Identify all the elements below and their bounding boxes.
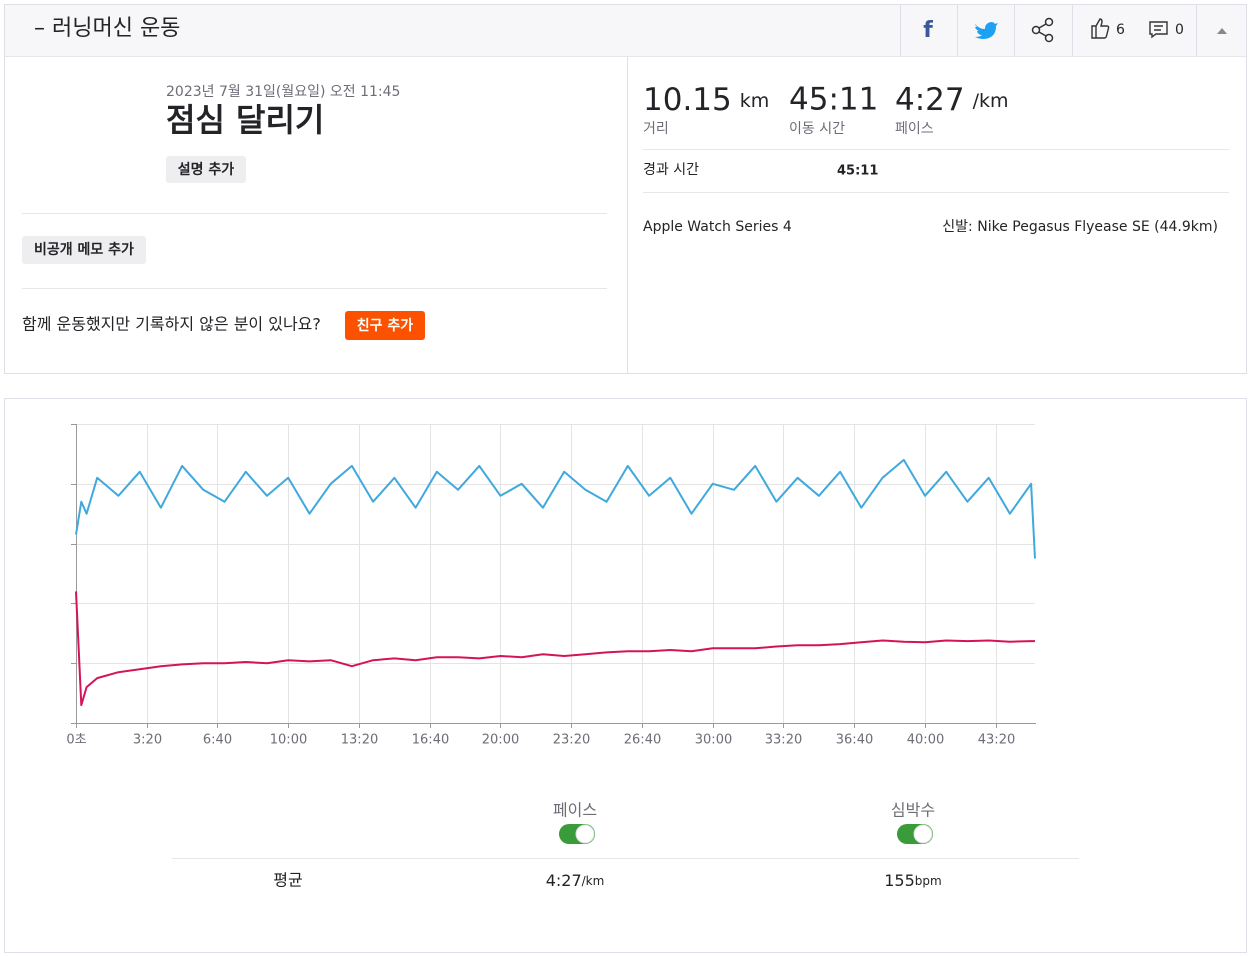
toggle-knob: [913, 824, 933, 844]
activity-card: [4, 4, 1247, 374]
chart-card: [4, 398, 1247, 953]
add-friend-label: 친구 추가: [357, 318, 414, 334]
add-description-label: 설명 추가: [178, 161, 235, 178]
moving-time-value: 45:11: [789, 82, 878, 118]
x-tick-label: 16:40: [412, 733, 449, 748]
collapse-button[interactable]: [1217, 28, 1227, 34]
average-heart-rate-value: 155: [884, 871, 915, 890]
pace-label: 페이스: [895, 121, 934, 137]
device: Apple Watch Series 4: [643, 219, 792, 235]
friends-prompt: 함께 운동했지만 기록하지 않은 분이 있나요?: [22, 315, 321, 334]
x-tick-label: 23:20: [553, 733, 590, 748]
activity-name: 점심 달리기: [166, 101, 324, 139]
moving-time-label: 이동 시간: [789, 121, 845, 137]
private-note-label: 비공개 메모 추가: [34, 242, 134, 258]
kudos-button[interactable]: [1091, 18, 1110, 39]
facebook-share[interactable]: f: [923, 18, 933, 43]
x-tick-label: 10:00: [270, 733, 307, 748]
legend-label: 심박수: [891, 801, 935, 820]
x-tick-label: 30:00: [695, 733, 732, 748]
x-tick-label: 3:20: [133, 733, 162, 748]
average-heart-rate-unit: bpm: [915, 874, 942, 888]
x-tick-label: 20:00: [482, 733, 519, 748]
distance-label: 거리: [643, 121, 669, 137]
toggle-knob: [575, 824, 595, 844]
pace-unit: /km: [973, 90, 1009, 112]
activity-date: 2023년 7월 31일(월요일) 오전 11:45: [166, 84, 400, 100]
x-tick-label: 43:20: [978, 733, 1015, 748]
series-line: [75, 458, 1036, 559]
stat-value: 10.15 km: [643, 82, 769, 118]
x-tick-label: 40:00: [907, 733, 944, 748]
distance-unit: km: [740, 90, 770, 112]
chart: 0초 3:20 6:40 10:00 13:20 16:40 20:00 23:20 26:40…: [66, 424, 1036, 748]
twitter-share[interactable]: [975, 22, 998, 39]
series-line: [75, 591, 1035, 707]
kudos-count: 6: [1116, 22, 1125, 38]
activity-type-title: – 러닝머신 운동: [34, 16, 180, 41]
x-tick-label: 33:20: [765, 733, 802, 748]
private-note-button[interactable]: [22, 236, 146, 264]
shoes: 신발: Nike Pegasus Flyease SE (44.9km): [942, 219, 1218, 235]
average-label: 평균: [273, 871, 302, 890]
elapsed-value: 45:11: [837, 164, 878, 179]
x-tick-label: 0초: [66, 733, 86, 748]
elapsed-label: 경과 시간: [643, 162, 699, 178]
header-bar: [5, 5, 1246, 56]
average-pace-unit: /km: [582, 874, 605, 888]
share-button[interactable]: [1031, 17, 1054, 43]
distance-value: 10.15: [643, 82, 732, 118]
average-pace-value: 4:27: [546, 871, 582, 890]
add-description-button[interactable]: [166, 156, 246, 183]
comment-count: 0: [1175, 22, 1184, 38]
add-friend-button[interactable]: [345, 311, 425, 340]
average-heart-rate: 155bpm: [884, 871, 941, 890]
x-tick-label: 36:40: [836, 733, 873, 748]
x-tick-label: 13:20: [341, 733, 378, 748]
comment-button[interactable]: [1149, 21, 1168, 39]
average-pace: 4:27/km: [546, 871, 605, 890]
stat-value: 4:27/km: [895, 82, 1009, 118]
x-tick-label: 26:40: [624, 733, 661, 748]
x-tick-label: 6:40: [203, 733, 232, 748]
pace-value: 4:27: [895, 82, 965, 118]
legend-label: 페이스: [553, 801, 597, 820]
